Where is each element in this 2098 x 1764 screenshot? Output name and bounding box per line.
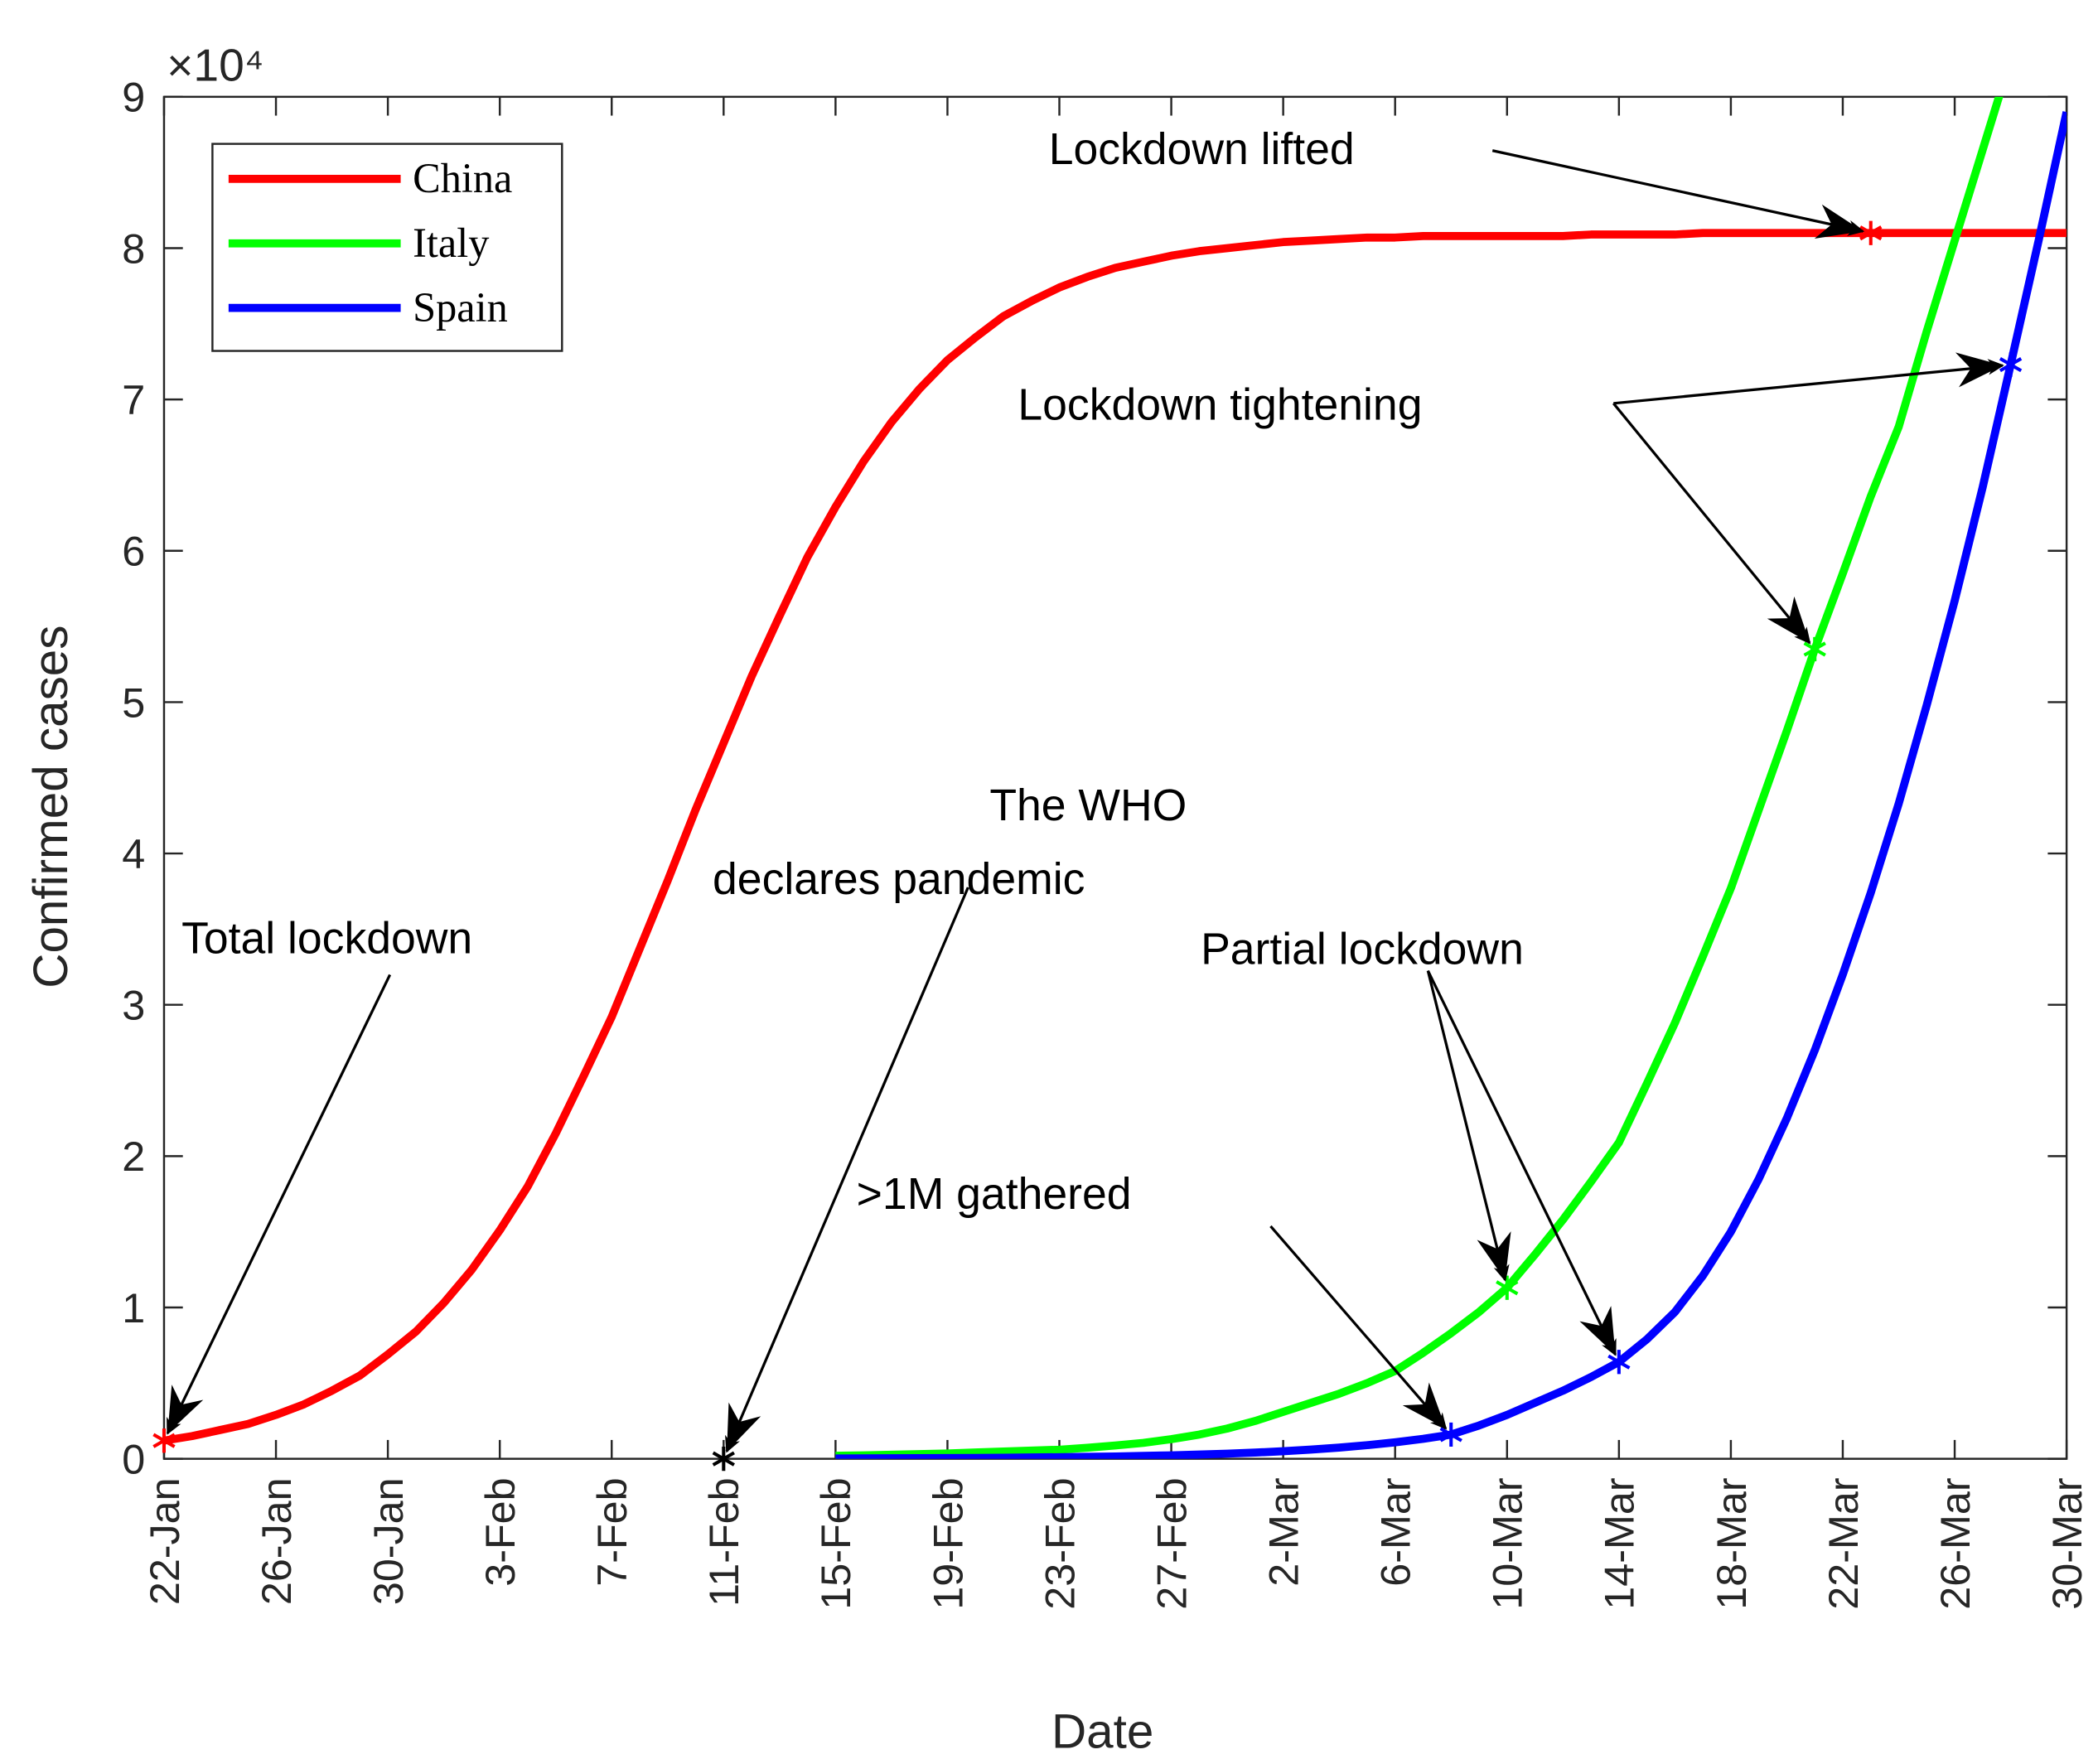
annotation-text: declares pandemic (713, 855, 1085, 904)
y-tick-label: 4 (122, 830, 145, 877)
y-tick-label: 1 (122, 1284, 145, 1331)
y-tick-label: 6 (122, 528, 145, 575)
x-axis-label: Date (1051, 1705, 1153, 1759)
arrow-head (167, 1385, 204, 1433)
x-tick-label: 26-Mar (1931, 1477, 1979, 1609)
arrow-head (727, 1402, 761, 1452)
y-tick-label: 3 (122, 982, 145, 1029)
series-line (163, 229, 2067, 1445)
annotation-arrow (1269, 1225, 1448, 1430)
y-tick-label: 0 (122, 1435, 145, 1482)
x-tick-label: 6-Mar (1372, 1477, 1419, 1586)
x-tick-label: 2-Mar (1259, 1477, 1307, 1586)
x-tick-label: 3-Feb (476, 1477, 524, 1586)
x-tick-label: 30-Jan (365, 1477, 412, 1605)
annotation-arrow (1426, 969, 1617, 1356)
x-tick-label: 26-Jan (253, 1477, 300, 1605)
annotation-text: >1M gathered (857, 1170, 1132, 1219)
event-marker (712, 1447, 735, 1472)
annotation-arrow (1491, 149, 1865, 236)
y-tick-label: 7 (122, 376, 145, 423)
arrow-head (1955, 352, 2003, 388)
legend-label: China (413, 155, 512, 201)
arrow-head (1767, 596, 1810, 643)
x-tick-label: 22-Mar (1820, 1477, 1867, 1609)
x-tick-label: 19-Feb (924, 1477, 971, 1609)
arrow-head (1814, 204, 1864, 239)
x-tick-label: 11-Feb (700, 1477, 747, 1607)
y-tick-label: 9 (122, 74, 145, 121)
event-marker (1803, 636, 1826, 662)
x-tick-label: 23-Feb (1036, 1477, 1083, 1609)
annotation-text: Partial lockdown (1201, 925, 1524, 974)
y-tick-label: 8 (122, 225, 145, 272)
x-tick-label: 15-Feb (812, 1477, 859, 1609)
event-marker (1607, 1350, 1631, 1375)
annotation-arrow (1612, 402, 1811, 645)
y-tick-label: 2 (122, 1133, 145, 1180)
annotation-arrow (1426, 970, 1510, 1282)
annotation-arrow (166, 974, 392, 1435)
x-tick-label: 18-Mar (1708, 1477, 1755, 1609)
annotation-text: Total lockdown (181, 915, 472, 964)
annotation-text: The WHO (989, 781, 1187, 830)
arrow-head (1402, 1382, 1446, 1429)
arrow-head (1579, 1306, 1616, 1356)
y-axis-label: Confirmed cases (24, 626, 78, 988)
y-multiplier: ×10⁴ (167, 39, 263, 90)
annotation-arrow (1613, 359, 2004, 405)
legend-label: Italy (413, 220, 489, 266)
annotation-arrow (725, 887, 969, 1453)
legend-label: Spain (413, 284, 508, 331)
x-tick-label: 7-Feb (588, 1477, 636, 1586)
y-tick-label: 5 (122, 679, 145, 726)
x-tick-label: 22-Jan (141, 1477, 188, 1605)
x-tick-label: 10-Mar (1484, 1477, 1531, 1609)
arrow-head (1477, 1231, 1511, 1280)
x-tick-label: 30-Mar (2043, 1477, 2091, 1609)
x-tick-label: 27-Feb (1148, 1477, 1195, 1609)
annotation-text: Lockdown tightening (1018, 380, 1422, 429)
x-tick-label: 14-Mar (1596, 1477, 1643, 1609)
event-marker (152, 1428, 176, 1453)
annotation-text: Lockdown lifted (1049, 125, 1355, 174)
event-marker (1439, 1422, 1462, 1447)
